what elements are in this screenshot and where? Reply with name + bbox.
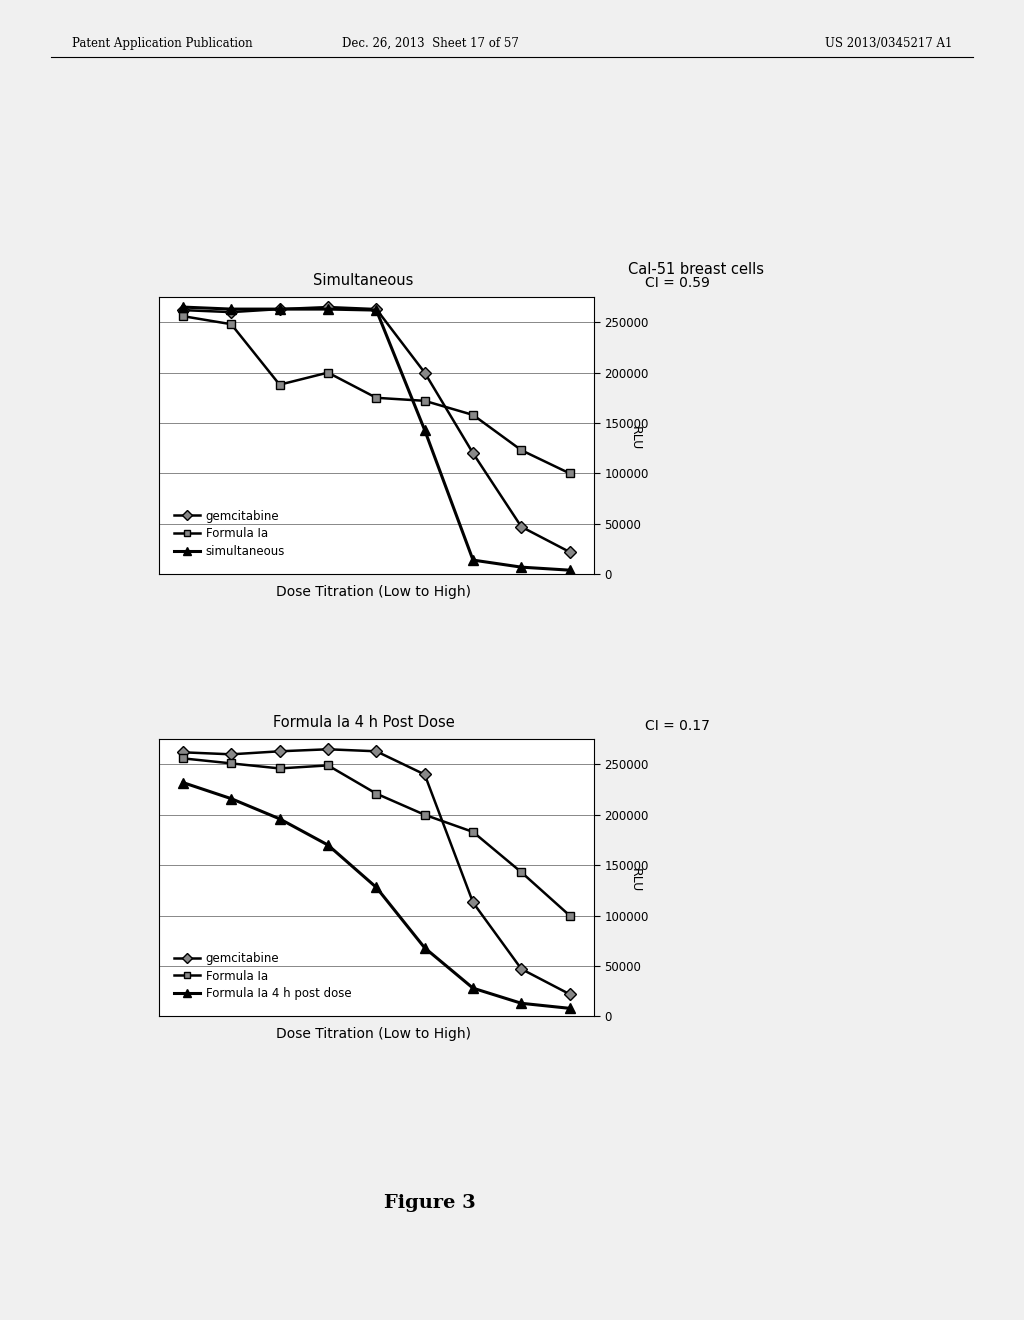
Text: Formula Ia 4 h Post Dose: Formula Ia 4 h Post Dose [272,715,455,730]
Text: US 2013/0345217 A1: US 2013/0345217 A1 [825,37,952,50]
Text: Dose Titration (Low to High): Dose Titration (Low to High) [276,585,471,599]
Text: RLU: RLU [629,426,641,450]
Text: Figure 3: Figure 3 [384,1193,476,1212]
Text: RLU: RLU [629,869,641,892]
Text: Patent Application Publication: Patent Application Publication [72,37,252,50]
Text: CI = 0.59: CI = 0.59 [645,276,710,290]
Legend: gemcitabine, Formula Ia, simultaneous: gemcitabine, Formula Ia, simultaneous [169,504,290,562]
Text: Cal-51 breast cells: Cal-51 breast cells [629,263,764,277]
Legend: gemcitabine, Formula Ia, Formula Ia 4 h post dose: gemcitabine, Formula Ia, Formula Ia 4 h … [169,946,356,1005]
Text: Dec. 26, 2013  Sheet 17 of 57: Dec. 26, 2013 Sheet 17 of 57 [342,37,518,50]
Text: CI = 0.17: CI = 0.17 [645,718,710,733]
Text: Dose Titration (Low to High): Dose Titration (Low to High) [276,1027,471,1041]
Text: Simultaneous: Simultaneous [313,273,414,288]
